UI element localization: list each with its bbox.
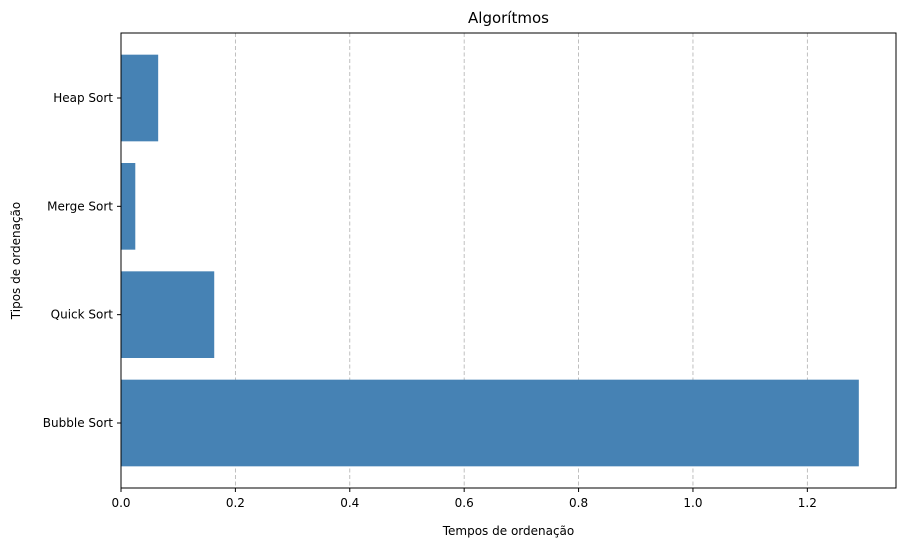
y-tick-label: Quick Sort — [51, 308, 114, 322]
y-axis-label: Tipos de ordenação — [9, 202, 23, 320]
x-axis-label: Tempos de ordenação — [442, 524, 575, 538]
x-tick-label: 1.0 — [683, 496, 702, 510]
y-tick-label: Bubble Sort — [43, 416, 113, 430]
x-axis-ticks: 0.0 0.2 0.4 0.6 0.8 1.0 1.2 — [111, 488, 817, 510]
bar-merge-sort — [121, 163, 136, 250]
y-tick-label: Merge Sort — [47, 199, 113, 213]
x-tick-label: 0.6 — [455, 496, 474, 510]
x-tick-label: 0.2 — [226, 496, 245, 510]
bars — [121, 54, 859, 467]
bar-bubble-sort — [121, 379, 859, 467]
x-tick-label: 0.8 — [569, 496, 588, 510]
y-axis-ticks: Bubble Sort Quick Sort Merge Sort Heap Sort — [43, 91, 121, 430]
bar-heap-sort — [121, 54, 159, 142]
y-tick-label: Heap Sort — [53, 91, 113, 105]
x-tick-label: 0.4 — [340, 496, 359, 510]
plot-frame — [120, 32, 897, 489]
bar-quick-sort — [121, 271, 215, 358]
x-tick-label: 0.0 — [111, 496, 130, 510]
x-tick-label: 1.2 — [798, 496, 817, 510]
chart-title: Algorítmos — [468, 9, 549, 27]
